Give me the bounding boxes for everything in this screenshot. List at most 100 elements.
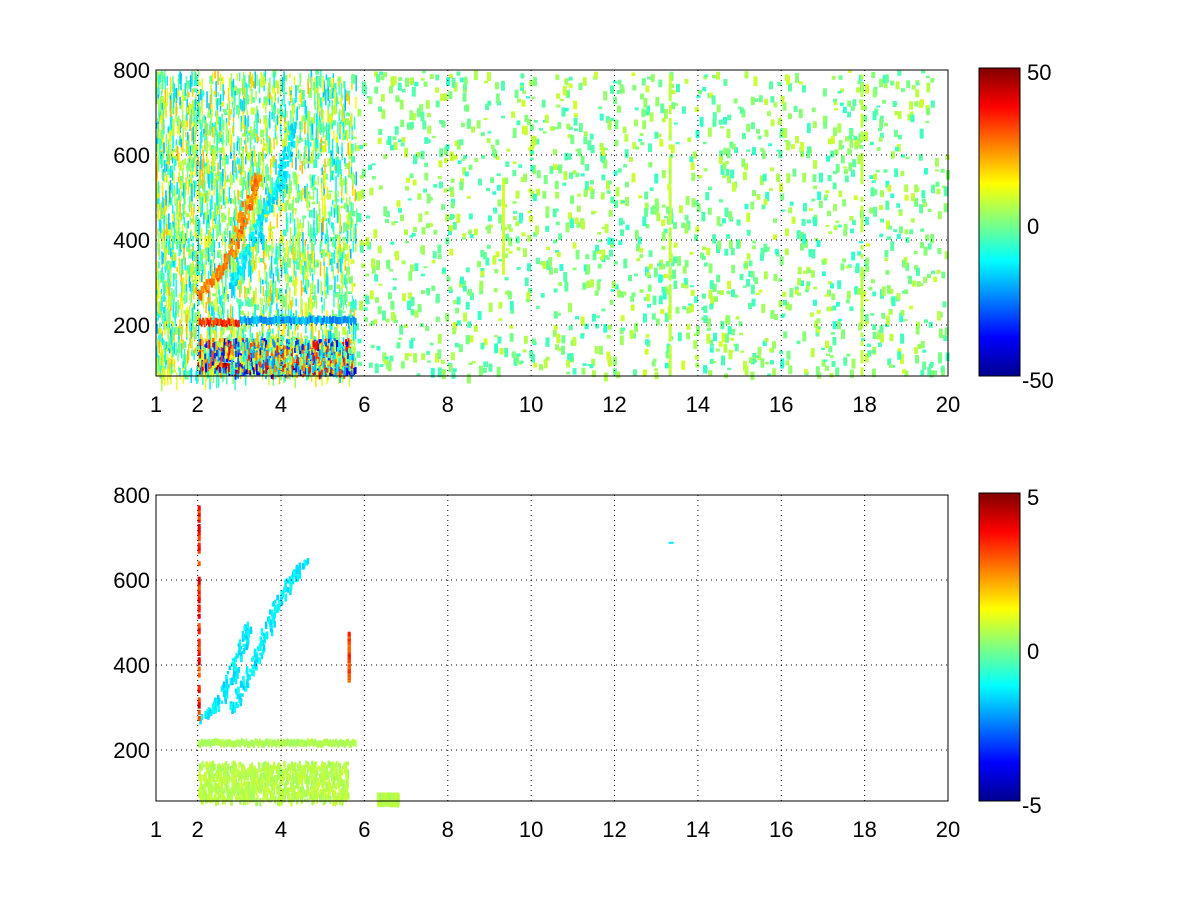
heatmap-cell (914, 347, 919, 354)
heatmap-cell (197, 237, 200, 252)
heatmap-cell (877, 333, 881, 340)
heatmap-cell (446, 276, 451, 282)
heatmap-cell (257, 136, 260, 142)
heatmap-cell (191, 246, 194, 252)
heatmap-cell (791, 216, 796, 224)
heatmap-cell (171, 343, 174, 351)
heatmap-cell (217, 306, 219, 316)
heatmap-cell (181, 109, 184, 127)
heatmap-cell (811, 198, 816, 202)
heatmap-cell (310, 142, 312, 147)
heatmap-cell (585, 164, 590, 171)
heatmap-cell (253, 120, 256, 136)
heatmap-cell (169, 370, 171, 380)
heatmap-cell (797, 292, 802, 296)
heatmap-cell (538, 364, 543, 371)
heatmap-cell (448, 289, 453, 294)
heatmap-cell (201, 99, 203, 116)
heatmap-cell (159, 99, 162, 113)
heatmap-cell (329, 258, 332, 265)
heatmap-cell (903, 319, 908, 322)
heatmap-cell (283, 256, 285, 265)
heatmap-cell (224, 112, 229, 115)
heatmap-cell (365, 215, 370, 219)
heatmap-cell (526, 291, 531, 302)
heatmap-cell (711, 95, 716, 105)
heatmap-cell (247, 213, 251, 221)
heatmap-cell (599, 256, 604, 261)
heatmap-cell (540, 293, 545, 298)
heatmap-cell (243, 233, 245, 249)
heatmap-cell (342, 133, 344, 141)
heatmap-cell (266, 294, 268, 310)
heatmap-cell (189, 104, 194, 114)
heatmap-cell (378, 283, 383, 286)
heatmap-cell (306, 140, 308, 150)
heatmap-cell (921, 198, 926, 203)
heatmap-cell (296, 106, 298, 121)
heatmap-cell (337, 293, 339, 311)
heatmap-cell (937, 211, 942, 220)
heatmap-cell (239, 266, 243, 272)
heatmap-cell (199, 196, 202, 213)
heatmap-cell (337, 81, 340, 88)
heatmap-cell (847, 100, 852, 107)
heatmap-cell (823, 121, 828, 129)
heatmap-cell (293, 171, 295, 186)
heatmap-cell (294, 250, 296, 262)
heatmap-cell (223, 286, 226, 304)
heatmap-cell (233, 225, 237, 232)
heatmap-cell (263, 72, 265, 79)
heatmap-cell (608, 360, 612, 367)
heatmap-cell (250, 194, 254, 198)
heatmap-cell (761, 150, 766, 159)
heatmap-cell (314, 284, 316, 303)
heatmap-cell (664, 362, 669, 369)
heatmap-cell (207, 159, 209, 170)
heatmap-cell (614, 200, 618, 209)
heatmap-cell (234, 373, 236, 391)
heatmap-cell (208, 209, 210, 225)
heatmap-cell (335, 175, 337, 191)
heatmap-cell (854, 138, 859, 146)
heatmap-cell (461, 122, 465, 128)
heatmap-cell (330, 333, 335, 340)
heatmap-cell (844, 169, 848, 175)
heatmap-cell (292, 105, 294, 118)
heatmap-cell (870, 187, 875, 197)
heatmap-cell (429, 74, 434, 79)
heatmap-cell (456, 213, 461, 223)
heatmap-cell (331, 170, 333, 180)
heatmap-cell (209, 75, 214, 84)
heatmap-cell (702, 142, 707, 145)
heatmap-cell (281, 112, 284, 118)
heatmap-cell (217, 162, 219, 175)
heatmap-cell (242, 216, 245, 224)
heatmap-cell (871, 180, 876, 183)
heatmap-cell (288, 178, 291, 186)
heatmap-cell (731, 182, 736, 192)
heatmap-cell (210, 145, 215, 155)
heatmap-cell (341, 179, 343, 193)
heatmap-cell (194, 117, 197, 136)
heatmap-cell (269, 111, 271, 129)
heatmap-cell (285, 173, 288, 183)
heatmap-cell (183, 193, 186, 210)
heatmap-cell (282, 321, 285, 335)
heatmap-cell (441, 369, 446, 379)
heatmap-cell (566, 123, 571, 130)
heatmap-cell (166, 320, 168, 325)
heatmap-cell (801, 218, 806, 226)
heatmap-cell (230, 324, 232, 335)
heatmap-cell (285, 252, 289, 258)
heatmap-cell (722, 175, 727, 179)
heatmap-cell (326, 267, 328, 275)
heatmap-cell (251, 150, 253, 167)
heatmap-cell (306, 336, 308, 342)
heatmap-cell (300, 100, 305, 107)
heatmap-cell (304, 146, 306, 159)
heatmap-cell (580, 155, 585, 165)
heatmap-cell (295, 197, 300, 204)
heatmap-cell (340, 294, 342, 309)
heatmap-cell (215, 110, 217, 117)
